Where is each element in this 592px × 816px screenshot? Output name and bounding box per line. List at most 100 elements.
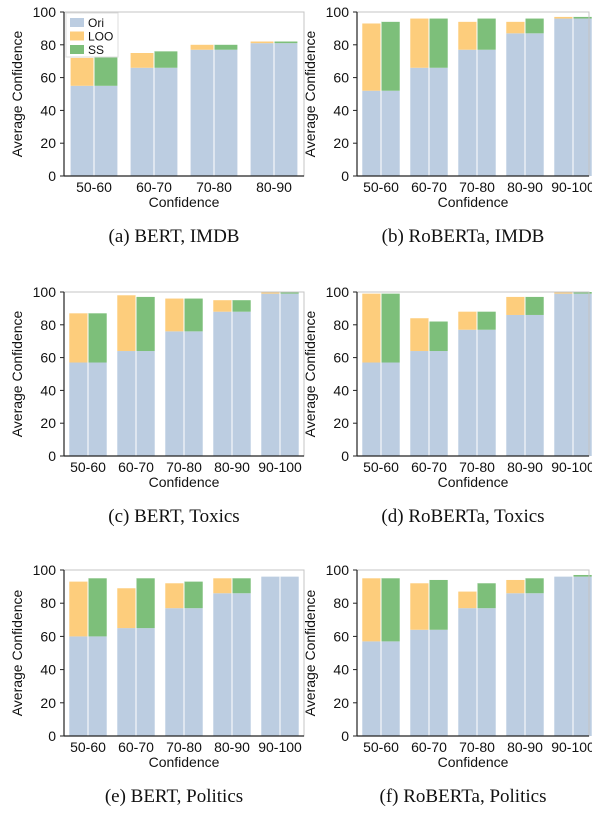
chart-panel-1: 50-60 60-70 70-80 80-90 90-100 0 20 40 60 80 100 Av… <box>302 4 592 247</box>
bar-ss <box>573 292 592 294</box>
x-tick-label: 60-70 <box>118 459 154 475</box>
panel-caption: (e) BERT, Politics <box>105 786 243 807</box>
bar-loo <box>130 53 154 68</box>
y-tick-label: 100 <box>326 4 350 20</box>
bar-ss <box>94 54 118 86</box>
bar-loo <box>458 311 477 330</box>
x-axis-label: Confidence <box>438 474 509 490</box>
bar-ss <box>280 292 299 294</box>
bar-loo <box>213 300 232 312</box>
bar-loo <box>190 44 214 50</box>
bar-ori-left <box>70 85 94 176</box>
y-tick-label: 20 <box>333 415 349 431</box>
bar-ori-right <box>381 90 400 176</box>
y-tick-label: 20 <box>333 695 349 711</box>
bar-loo <box>506 579 525 594</box>
x-tick-label: 60-70 <box>411 459 447 475</box>
bar-ori-left <box>506 314 525 456</box>
bar-loo <box>69 581 88 637</box>
bar-loo <box>250 41 274 44</box>
bar-ori-right <box>573 18 592 177</box>
y-tick-label: 0 <box>341 168 349 184</box>
bar-ori-right <box>573 293 592 456</box>
bar-loo <box>410 18 429 68</box>
bar-ori-left <box>250 43 274 176</box>
bar-ori-right <box>525 593 544 736</box>
bar-ori-left <box>554 293 573 456</box>
y-tick-label: 60 <box>333 350 349 366</box>
x-tick-label: 90-100 <box>551 179 592 195</box>
bar-ss <box>573 574 592 577</box>
bar-ori-right <box>477 608 496 736</box>
bar-ss <box>381 21 400 91</box>
y-axis-label: Average Confidence <box>9 30 25 157</box>
bar-loo <box>165 298 184 332</box>
bar-ori-left <box>362 641 381 736</box>
bar-ss <box>381 293 400 363</box>
bar-ss <box>136 578 155 629</box>
bar-ori-right <box>88 636 107 736</box>
panel-caption: (b) RoBERTa, IMDB <box>382 226 545 247</box>
x-tick-label: 60-70 <box>136 179 172 195</box>
x-tick-label: 50-60 <box>70 459 106 475</box>
x-tick-label: 50-60 <box>363 179 399 195</box>
x-tick-label: 60-70 <box>411 179 447 195</box>
bar-ori-left <box>506 33 525 176</box>
legend-swatch-ss <box>70 45 84 54</box>
y-tick-label: 0 <box>341 448 349 464</box>
x-tick-label: 70-80 <box>196 179 232 195</box>
bar-ori-left <box>410 351 429 456</box>
bar-ss <box>136 296 155 352</box>
bar-ori-right <box>280 576 299 736</box>
legend-label-loo: LOO <box>88 30 113 44</box>
bar-ss <box>184 298 203 332</box>
y-tick-label: 60 <box>40 70 56 86</box>
bar-ori-left <box>506 593 525 736</box>
y-tick-label: 40 <box>333 102 349 118</box>
y-tick-label: 100 <box>33 284 57 300</box>
y-axis-label: Average Confidence <box>302 589 318 716</box>
y-tick-label: 100 <box>326 284 350 300</box>
bar-loo <box>458 591 477 609</box>
bar-ss <box>477 311 496 330</box>
bar-ss <box>429 18 448 68</box>
bar-loo <box>213 578 232 594</box>
bar-ss <box>477 583 496 609</box>
y-tick-label: 80 <box>40 37 56 53</box>
chart-panel-0: 50-60 60-70 70-80 80-90 0 20 40 60 80 100 Average … <box>9 4 305 247</box>
bar-ori-left <box>362 90 381 176</box>
x-tick-label: 90-100 <box>258 739 302 755</box>
y-tick-label: 20 <box>40 135 56 151</box>
bar-ori-left <box>117 628 136 736</box>
x-tick-label: 60-70 <box>411 739 447 755</box>
bar-ori-left <box>165 608 184 736</box>
bar-loo <box>410 318 429 352</box>
bar-loo <box>165 583 184 609</box>
y-tick-label: 0 <box>48 448 56 464</box>
bar-ori-right <box>184 608 203 736</box>
x-axis-label: Confidence <box>149 474 220 490</box>
bar-ss <box>154 51 178 68</box>
y-tick-label: 80 <box>333 595 349 611</box>
y-tick-label: 100 <box>326 562 350 578</box>
x-tick-label: 70-80 <box>166 739 202 755</box>
bar-ori-left <box>69 636 88 736</box>
bar-ori-right <box>381 641 400 736</box>
x-axis-label: Confidence <box>149 754 220 770</box>
y-tick-label: 80 <box>40 317 56 333</box>
bar-ss <box>573 16 592 19</box>
bar-ss <box>429 321 448 352</box>
bar-loo <box>506 296 525 315</box>
y-tick-label: 80 <box>333 317 349 333</box>
bar-ori-right <box>136 628 155 736</box>
bar-loo <box>410 583 429 630</box>
x-tick-label: 80-90 <box>256 179 292 195</box>
bar-loo <box>458 21 477 50</box>
bar-ori-left <box>213 311 232 456</box>
x-tick-label: 80-90 <box>507 459 543 475</box>
y-tick-label: 40 <box>40 382 56 398</box>
y-tick-label: 20 <box>40 415 56 431</box>
legend-label-ori: Ori <box>88 16 104 30</box>
chart-panel-5: 50-60 60-70 70-80 80-90 90-100 0 20 40 60 80 100 Av… <box>302 562 592 807</box>
